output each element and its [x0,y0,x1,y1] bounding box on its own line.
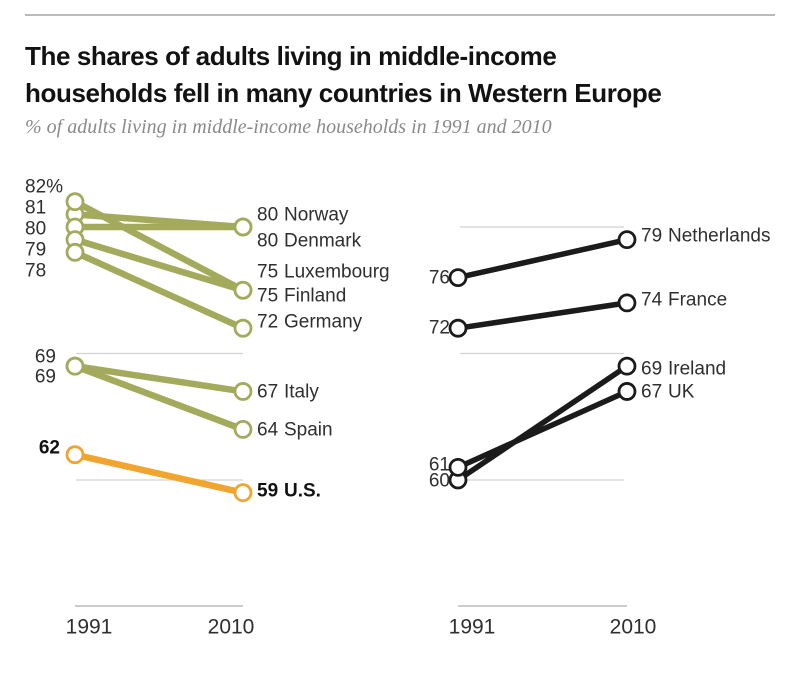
end-value-label-netherlands: 79 [641,226,662,247]
point-1991-netherlands [448,268,468,288]
end-value-label-us: 59 [257,481,278,502]
x-tick-label-1991: 1991 [66,616,113,639]
point-1991-uk [448,457,468,477]
start-value-label-uk: 61 [429,455,450,476]
slope-line-netherlands [457,236,628,281]
slope-line-ireland [456,363,629,483]
end-value-label-denmark: 80 [257,231,278,252]
top-rule [25,14,775,16]
slope-line-uk [456,388,629,470]
start-value-label-denmark: 80 [25,219,46,240]
start-value-label-france: 72 [429,318,450,339]
country-label-luxembourg: Luxembourg [284,262,390,283]
start-value-label-norway: 81 [25,198,46,219]
point-2010-germany [233,318,253,338]
point-2010-italy [233,382,253,401]
slope-line-france [457,300,628,331]
slope-line-italy [74,362,244,395]
point-2010-uk [617,382,637,401]
x-tick-label-1991: 1991 [449,616,496,639]
start-value-label-ireland: 60 [429,471,450,492]
slope-line-germany [73,249,245,332]
slope-line-spain [73,363,245,433]
end-value-label-germany: 72 [257,312,278,333]
x-tick-label-2010: 2010 [610,616,657,639]
start-value-label-finland: 82% [25,177,63,198]
end-value-label-uk: 67 [641,382,662,403]
chart-title-line2: households fell in many countries in Wes… [25,78,662,108]
country-label-france: France [668,290,727,311]
chart-subtitle: % of adults living in middle-income hous… [25,116,552,138]
point-2010-denmark [233,217,253,237]
point-2010-luxembourg [233,280,253,300]
country-label-uk: UK [668,382,695,403]
country-label-us: U.S. [284,481,321,502]
point-2010-france [617,293,637,313]
country-label-denmark: Denmark [284,231,362,252]
country-label-italy: Italy [284,382,319,403]
end-value-label-luxembourg: 75 [257,262,278,283]
panel-western-europe-rising: 1991 2010 76 79 Netherlands 72 74 France 60 69 Ire… [429,226,771,639]
country-label-germany: Germany [284,312,363,333]
end-value-label-norway: 80 [257,205,278,226]
country-label-spain: Spain [284,420,333,441]
slope-line-luxembourg [74,236,244,294]
end-value-label-france: 74 [641,290,663,311]
start-value-label-luxembourg: 79 [25,240,46,261]
point-2010-netherlands [617,230,637,250]
point-2010-us [233,483,253,503]
x-tick-label-2010: 2010 [208,616,255,639]
start-value-label-italy: 69 [35,347,56,368]
point-1991-spain [65,356,85,376]
country-label-norway: Norway [284,205,349,226]
point-1991-france [448,318,468,338]
start-value-label-spain: 69 [35,367,56,388]
end-value-label-finland: 75 [257,286,278,307]
end-value-label-spain: 64 [257,420,279,441]
point-2010-ireland [617,356,637,376]
chart-title: The shares of adults living in middle-in… [25,38,785,112]
point-2010-spain [233,419,253,439]
start-value-label-netherlands: 76 [429,268,450,289]
chart-title-line1: The shares of adults living in middle-in… [25,41,557,71]
country-label-finland: Finland [284,286,346,307]
slope-line-finland [73,198,245,294]
country-label-ireland: Ireland [668,359,726,380]
point-1991-us [65,445,85,465]
point-1991-finland [65,192,85,212]
slope-line-us [74,451,244,496]
end-value-label-ireland: 69 [641,359,662,380]
start-value-label-us: 62 [39,438,60,459]
point-1991-germany [65,242,85,262]
end-value-label-italy: 67 [257,382,278,403]
country-label-netherlands: Netherlands [668,226,770,247]
start-value-label-germany: 78 [25,261,46,282]
